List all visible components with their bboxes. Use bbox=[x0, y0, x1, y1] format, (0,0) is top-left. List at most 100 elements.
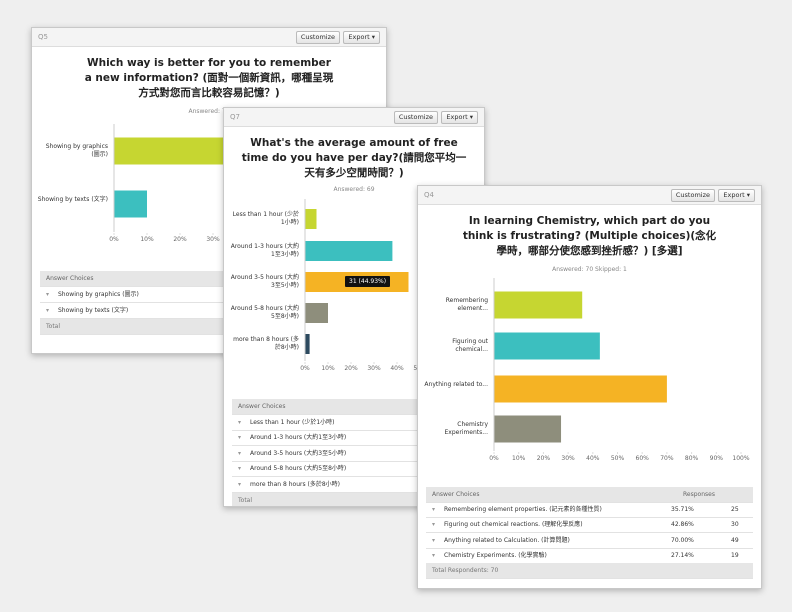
x-tick-label: 80% bbox=[684, 455, 699, 462]
answer-choice: Around 5-8 hours (大約5至8小時) bbox=[250, 465, 347, 473]
response-count: 30 bbox=[731, 521, 739, 529]
card-header: Q7 Export ▾ Customize bbox=[224, 108, 484, 127]
x-tick-label: 20% bbox=[344, 365, 358, 372]
card-header: Q5 Export ▾ Customize bbox=[32, 28, 386, 47]
question-title: What's the average amount of free time d… bbox=[241, 137, 467, 179]
response-percent: 70.00% bbox=[671, 536, 694, 544]
export-button[interactable]: Export ▾ bbox=[718, 189, 755, 202]
answer-choice: Around 3-5 hours (大約3至5小時) bbox=[250, 449, 347, 457]
answer-choice: Figuring out chemical reactions. (理解化學反應… bbox=[444, 521, 583, 529]
x-tick-label: 30% bbox=[367, 365, 381, 372]
response-count: 19 bbox=[731, 551, 739, 559]
row-arrow: ▾ bbox=[238, 465, 242, 473]
table-row: ▾ Less than 1 hour (少於1小時) bbox=[232, 415, 476, 431]
card-header: Q4 Export ▾ Customize bbox=[418, 186, 761, 205]
answer-choice: Around 1-3 hours (大約1至3小時) bbox=[250, 434, 347, 442]
export-button[interactable]: Export ▾ bbox=[441, 111, 478, 124]
table-row: ▾ Chemistry Experiments. (化學實驗) 27.14% 19 bbox=[426, 548, 753, 564]
total-label: Total bbox=[238, 496, 253, 504]
response-percent: 35.71% bbox=[671, 506, 694, 514]
total-label: Total bbox=[46, 323, 61, 330]
table-row: ▾ Showing by texts (文字) bbox=[40, 303, 378, 319]
bar bbox=[305, 209, 317, 229]
x-tick-label: 70% bbox=[660, 455, 674, 462]
row-arrow: ▾ bbox=[432, 506, 436, 514]
question-title: In learning Chemistry, which part do you… bbox=[462, 215, 717, 257]
category-label: Less than 1 hour (少於1小時) bbox=[232, 211, 299, 226]
column-header: Responses bbox=[683, 491, 715, 498]
answer-choice: Chemistry Experiments. (化學實驗) bbox=[444, 551, 547, 559]
x-tick-label: 0% bbox=[109, 236, 119, 243]
column-header: Answer Choices bbox=[238, 403, 286, 410]
category-label: Showing by graphics (圖示) bbox=[45, 143, 108, 158]
question-id: Q4 bbox=[424, 191, 434, 199]
bar bbox=[305, 334, 310, 354]
answer-choice: more than 8 hours (多於8小時) bbox=[250, 481, 340, 488]
x-tick-label: 30% bbox=[206, 236, 220, 243]
x-tick-label: 0% bbox=[489, 455, 499, 462]
table-row: ▾ Showing by graphics (圖示) bbox=[40, 287, 378, 303]
x-tick-label: 30% bbox=[561, 455, 575, 462]
table-header: Answer Choices bbox=[232, 399, 476, 415]
x-tick-label: 40% bbox=[586, 455, 600, 462]
question-id: Q7 bbox=[230, 113, 240, 121]
row-arrow: ▾ bbox=[238, 418, 242, 426]
table-row: ▾ Remembering element properties. (記元素的各種… bbox=[426, 502, 753, 519]
answer-choice: Less than 1 hour (少於1小時) bbox=[250, 418, 335, 426]
bar bbox=[494, 291, 583, 319]
response-count: 25 bbox=[731, 506, 739, 514]
row-arrow: ▾ bbox=[238, 449, 242, 457]
category-label: Chemistry Experiments... bbox=[444, 421, 488, 436]
answer-choice: Showing by graphics (圖示) bbox=[58, 291, 139, 298]
export-button[interactable]: Export ▾ bbox=[343, 31, 380, 44]
bar bbox=[305, 241, 393, 261]
row-arrow: ▾ bbox=[432, 521, 436, 529]
table-row: ▾ Around 5-8 hours (大約5至8小時) bbox=[232, 461, 476, 478]
customize-button[interactable]: Customize bbox=[295, 31, 340, 44]
x-tick-label: 10% bbox=[140, 236, 154, 243]
category-label: Remembering element... bbox=[445, 297, 488, 312]
category-label: Around 5-8 hours (大約5至8小時) bbox=[230, 305, 299, 320]
response-percent: 42.86% bbox=[671, 521, 694, 529]
bar-chart bbox=[493, 278, 742, 454]
customize-button[interactable]: Customize bbox=[393, 111, 438, 124]
bar bbox=[494, 375, 667, 403]
category-label: Around 3-5 hours (大約3至5小時) bbox=[230, 274, 299, 289]
x-tick-label: 10% bbox=[512, 455, 526, 462]
category-label: Around 1-3 hours (大約1至3小時) bbox=[230, 243, 299, 258]
table-row: ▾ more than 8 hours (多於8小時) bbox=[232, 477, 476, 493]
bar bbox=[114, 190, 147, 218]
table-row: ▾ Anything related to Calculation. (計算問題)… bbox=[426, 533, 753, 549]
x-tick-label: 20% bbox=[173, 236, 187, 243]
answer-choice: Showing by texts (文字) bbox=[58, 307, 129, 314]
x-tick-label: 0% bbox=[300, 365, 310, 372]
customize-button[interactable]: Customize bbox=[670, 189, 715, 202]
total-label: Total Respondents: 70 bbox=[432, 567, 499, 574]
category-label: Figuring out chemical... bbox=[452, 338, 488, 353]
category-label: more than 8 hours (多於8小時) bbox=[233, 336, 299, 351]
response-count: 49 bbox=[731, 536, 739, 544]
answered-count: Answered: 69 bbox=[333, 186, 375, 193]
bar bbox=[494, 332, 600, 360]
x-tick-label: 50% bbox=[610, 455, 625, 462]
x-tick-label: 20% bbox=[536, 455, 551, 462]
row-arrow: ▾ bbox=[238, 434, 242, 442]
column-header: Answer Choices bbox=[46, 275, 94, 282]
row-arrow: ▾ bbox=[432, 551, 436, 559]
bar bbox=[305, 303, 328, 323]
answer-choice: Remembering element properties. (記元素的各種性… bbox=[444, 506, 602, 514]
table-header: Answer Choices Responses bbox=[426, 487, 753, 503]
response-percent: 27.14% bbox=[671, 551, 694, 559]
table-total: Total bbox=[232, 492, 476, 506]
x-tick-label: 60% bbox=[635, 455, 649, 462]
column-header: Answer Choices bbox=[432, 491, 480, 498]
row-arrow: ▾ bbox=[238, 481, 242, 488]
question-title: Which way is better for you to remember … bbox=[84, 57, 334, 99]
x-tick-label: 90% bbox=[709, 455, 723, 462]
x-tick-label: 40% bbox=[390, 365, 404, 372]
table-row: ▾ Around 1-3 hours (大約1至3小時) bbox=[232, 430, 476, 447]
category-label: Anything related to... bbox=[424, 381, 488, 388]
survey-card: Q4 Export ▾ Customize In learning Chemistry… bbox=[417, 185, 762, 589]
